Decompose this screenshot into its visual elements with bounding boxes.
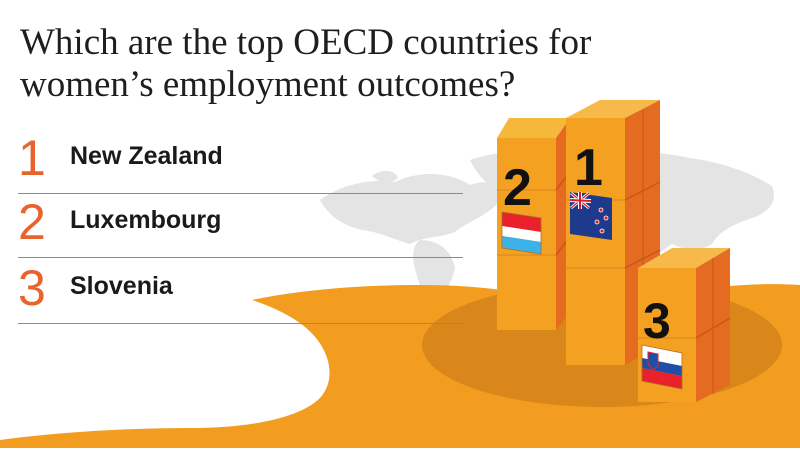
country-name: Slovenia bbox=[70, 272, 173, 300]
rank-number: 3 bbox=[18, 260, 46, 316]
page-title: Which are the top OECD countries for wom… bbox=[20, 22, 660, 106]
divider-line bbox=[18, 323, 463, 324]
title-line-1: Which are the top OECD countries for bbox=[20, 22, 592, 63]
podium-label-second: 2 bbox=[503, 159, 532, 217]
podium-label-third: 3 bbox=[643, 293, 671, 349]
ranking-item-3: 3 Slovenia bbox=[18, 260, 463, 324]
country-name: Luxembourg bbox=[70, 206, 222, 234]
luxembourg-flag-icon bbox=[501, 211, 542, 255]
divider-line bbox=[18, 193, 463, 194]
rank-number: 2 bbox=[18, 194, 46, 250]
podium-label-first: 1 bbox=[574, 139, 603, 197]
new-zealand-flag-icon bbox=[569, 191, 612, 240]
divider-line bbox=[18, 257, 463, 258]
country-name: New Zealand bbox=[70, 142, 223, 170]
rank-number: 1 bbox=[18, 130, 46, 186]
title-line-2: women’s employment outcomes? bbox=[20, 64, 516, 105]
slovenia-flag-icon bbox=[641, 344, 683, 390]
ranking-item-1: 1 New Zealand bbox=[18, 130, 463, 194]
ranking-item-2: 2 Luxembourg bbox=[18, 194, 463, 258]
